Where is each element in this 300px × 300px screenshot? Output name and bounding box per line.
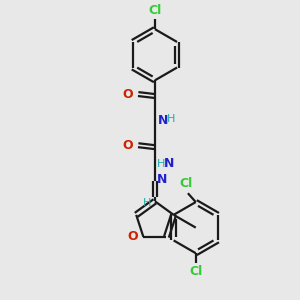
Text: Cl: Cl (179, 177, 193, 190)
Text: N: N (158, 114, 168, 127)
Text: N: N (157, 173, 167, 186)
Text: N: N (164, 158, 174, 170)
Text: O: O (123, 88, 133, 100)
Text: Cl: Cl (148, 4, 161, 17)
Text: O: O (128, 230, 138, 243)
Text: O: O (123, 139, 133, 152)
Text: H: H (167, 114, 175, 124)
Text: H: H (157, 159, 165, 169)
Text: Cl: Cl (189, 265, 202, 278)
Text: H: H (142, 198, 151, 208)
